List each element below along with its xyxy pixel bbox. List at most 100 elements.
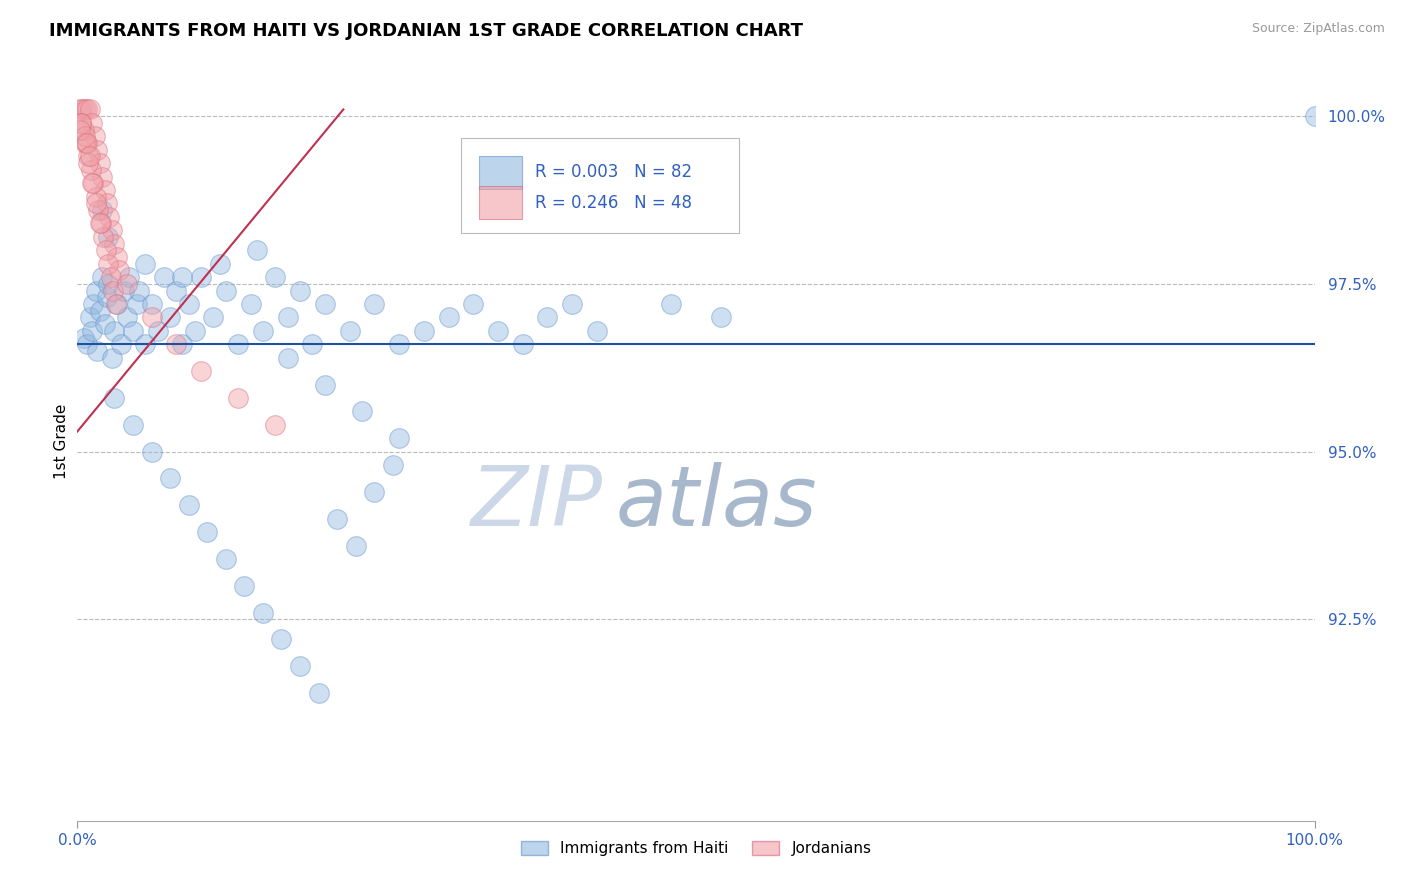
Point	[233, 579, 256, 593]
Point	[252, 324, 274, 338]
Point	[97, 257, 120, 271]
Point	[103, 324, 125, 338]
Point	[277, 351, 299, 365]
Point	[70, 116, 93, 130]
Point	[70, 116, 93, 130]
Point	[288, 659, 311, 673]
Point	[76, 337, 98, 351]
Point	[76, 103, 98, 117]
Text: R = 0.246   N = 48: R = 0.246 N = 48	[536, 194, 692, 211]
Point	[115, 310, 138, 325]
Point	[75, 136, 97, 150]
Point	[112, 284, 135, 298]
Point	[128, 284, 150, 298]
Point	[97, 277, 120, 291]
Point	[159, 471, 181, 485]
Point	[226, 391, 249, 405]
Point	[344, 539, 367, 553]
Legend: Immigrants from Haiti, Jordanians: Immigrants from Haiti, Jordanians	[515, 835, 877, 863]
Point	[89, 303, 111, 318]
Point	[153, 270, 176, 285]
Point	[208, 257, 231, 271]
Point	[339, 324, 361, 338]
Point	[463, 297, 485, 311]
Point	[486, 324, 509, 338]
Point	[84, 189, 107, 203]
Point	[105, 297, 128, 311]
Point	[134, 257, 156, 271]
Point	[264, 417, 287, 432]
Point	[82, 324, 104, 338]
Point	[172, 270, 194, 285]
Point	[381, 458, 404, 472]
Point	[141, 297, 163, 311]
Point	[80, 162, 103, 177]
Point	[72, 103, 94, 117]
Point	[246, 244, 269, 258]
Point	[91, 169, 114, 184]
Point	[122, 417, 145, 432]
Point	[437, 310, 460, 325]
Point	[190, 270, 212, 285]
Point	[73, 136, 96, 150]
Point	[82, 176, 104, 190]
Point	[91, 202, 114, 217]
Point	[84, 196, 107, 211]
Point	[105, 250, 128, 264]
Point	[91, 230, 114, 244]
Point	[79, 149, 101, 163]
Point	[202, 310, 225, 325]
Point	[252, 606, 274, 620]
Point	[288, 284, 311, 298]
Text: ZIP: ZIP	[471, 462, 603, 542]
Point	[93, 183, 115, 197]
Point	[165, 284, 187, 298]
FancyBboxPatch shape	[461, 138, 740, 233]
Point	[141, 310, 163, 325]
Point	[69, 103, 91, 117]
Point	[536, 310, 558, 325]
FancyBboxPatch shape	[479, 186, 522, 219]
Point	[87, 202, 110, 217]
Point	[96, 196, 118, 211]
Point	[512, 337, 534, 351]
Point	[146, 324, 169, 338]
Point	[159, 310, 181, 325]
Point	[115, 277, 138, 291]
Point	[350, 404, 373, 418]
Point	[90, 217, 112, 231]
Point	[561, 297, 583, 311]
Point	[388, 337, 411, 351]
Point	[141, 444, 163, 458]
Point	[363, 297, 385, 311]
Point	[103, 284, 125, 298]
Point	[79, 103, 101, 117]
Point	[190, 364, 212, 378]
Point	[710, 310, 733, 325]
Point	[77, 149, 100, 163]
Point	[73, 129, 96, 144]
Point	[98, 210, 121, 224]
Point	[86, 343, 108, 358]
Point	[226, 337, 249, 351]
Point	[308, 686, 330, 700]
FancyBboxPatch shape	[479, 156, 522, 189]
Point	[73, 103, 96, 117]
Text: atlas: atlas	[616, 462, 817, 542]
Point	[97, 230, 120, 244]
Point	[82, 176, 104, 190]
Point	[122, 324, 145, 338]
Point	[89, 156, 111, 170]
Point	[103, 236, 125, 251]
Point	[388, 431, 411, 445]
Point	[125, 297, 148, 311]
Point	[586, 324, 609, 338]
Point	[215, 552, 238, 566]
Point	[239, 297, 262, 311]
Y-axis label: 1st Grade: 1st Grade	[53, 404, 69, 479]
Point	[1303, 109, 1326, 123]
Point	[100, 270, 122, 285]
Point	[270, 632, 292, 647]
Point	[118, 270, 141, 285]
Point	[172, 337, 194, 351]
